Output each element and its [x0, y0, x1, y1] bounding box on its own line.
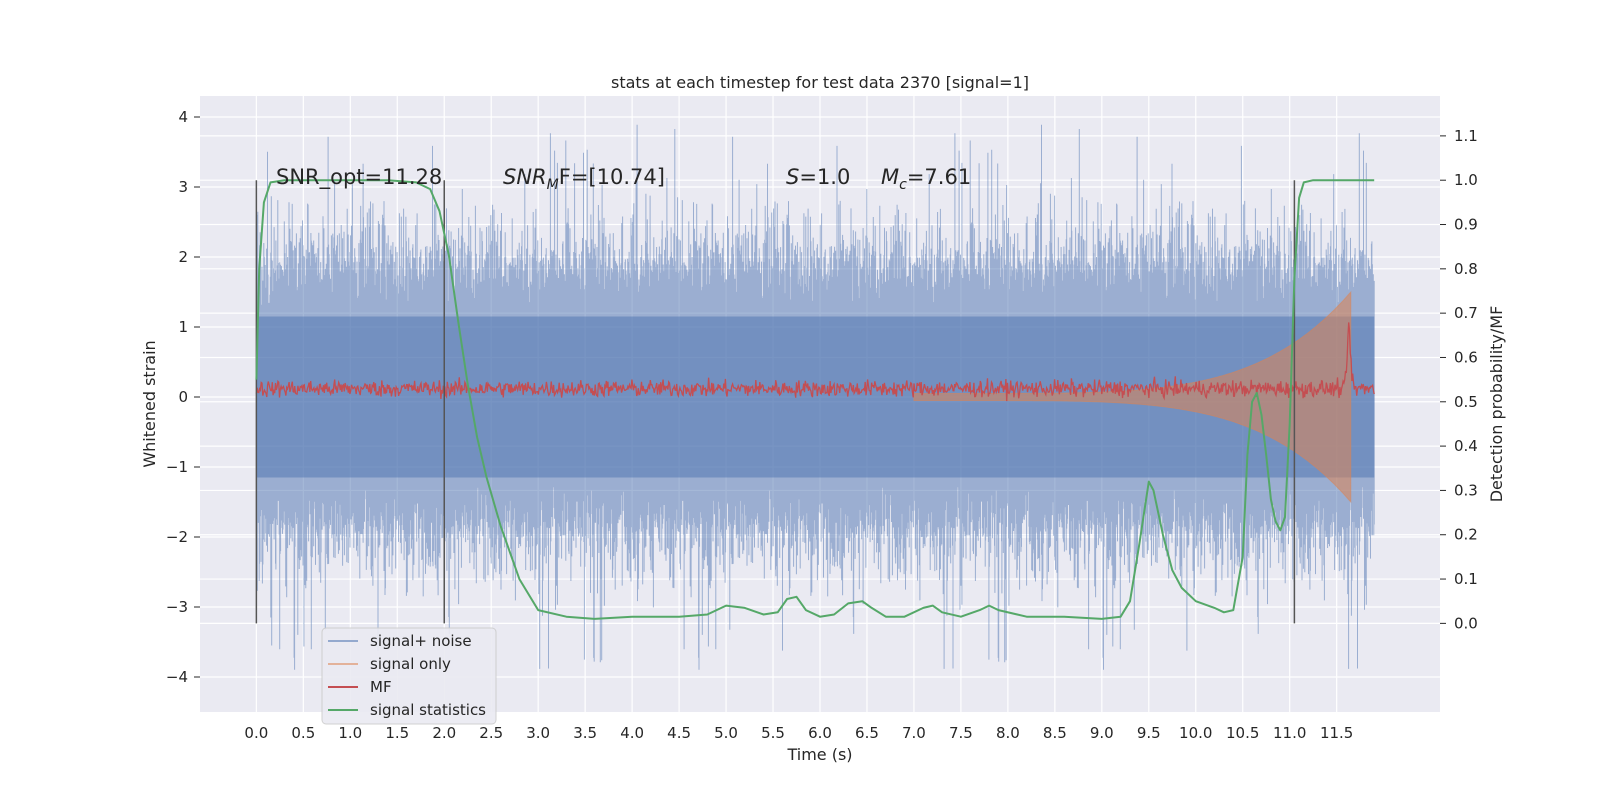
x-tick-label: 10.0 [1179, 724, 1212, 742]
x-tick-label: 2.5 [479, 724, 503, 742]
x-tick-label: 1.5 [385, 724, 409, 742]
y2-tick-label: 0.5 [1454, 393, 1478, 411]
y-tick-label: −1 [166, 458, 188, 476]
x-axis-label: Time (s) [786, 745, 852, 764]
y-tick-labels: 4 3 2 1 0 −1 −2 −3 −4 [166, 108, 200, 686]
x-tick-labels: 0.0 0.5 1.0 1.5 2.0 2.5 3.0 3.5 4.0 4.5 5.0 5.5 6.0 6… [244, 724, 1353, 742]
legend-label-signal-noise: signal+ noise [370, 632, 472, 650]
annotation-snr-mf-rest: F=[10.74] [559, 165, 665, 189]
mf-series [255, 322, 1375, 402]
y-tick-label: 4 [178, 108, 188, 126]
annotation-snr-mf-main: SNR [503, 165, 547, 189]
y2-tick-label: 0.9 [1454, 216, 1478, 234]
y2-tick-label: 1.1 [1454, 127, 1478, 145]
annotation-mc: Mc=7.61 [881, 165, 971, 193]
vertical-markers [255, 180, 1296, 624]
annotation-mc-sub: c [899, 177, 907, 193]
x-tick-label: 10.5 [1226, 724, 1259, 742]
x-tick-label: 5.0 [714, 724, 738, 742]
x-tick-label: 9.5 [1137, 724, 1161, 742]
y-tick-label: −3 [166, 598, 188, 616]
y2-tick-label: 1.0 [1454, 171, 1478, 189]
y-tick-label: 2 [178, 248, 188, 266]
signal-statistics-series [255, 179, 1375, 620]
y2-tick-label: 0.0 [1454, 614, 1478, 632]
y2-axis-label: Detection probability/MF [1487, 306, 1506, 503]
x-tick-label: 1.0 [338, 724, 362, 742]
y2-tick-label: 0.2 [1454, 526, 1478, 544]
legend-box [321, 627, 497, 725]
y2-tick-label: 0.7 [1454, 304, 1478, 322]
y2-tick-labels: 1.1 1.0 0.9 0.8 0.7 0.6 0.5 0.4 0.3 0.2 0.1 0.0 [1440, 127, 1478, 632]
x-tick-label: 4.0 [620, 724, 644, 742]
y-tick-label: −2 [166, 528, 188, 546]
x-tick-label: 7.5 [949, 724, 973, 742]
y-tick-label: 3 [178, 178, 188, 196]
x-tick-label: 7.0 [902, 724, 926, 742]
annotation-mc-main: M [881, 165, 899, 189]
legend-label-signal-statistics: signal statistics [370, 701, 486, 719]
signal-statistics-line [255, 179, 1375, 620]
x-tick-label: 3.5 [573, 724, 597, 742]
x-tick-label: 0.5 [291, 724, 315, 742]
annotation-s-rest: =1.0 [799, 165, 850, 189]
x-tick-label: 5.5 [761, 724, 785, 742]
x-tick-label: 0.0 [244, 724, 268, 742]
legend: signal+ noise signal only MF signal stat… [321, 627, 497, 725]
x-tick-label: 3.0 [526, 724, 550, 742]
annotation-snr-mf-sub: M [547, 177, 559, 193]
legend-label-mf: MF [370, 678, 392, 696]
x-tick-label: 9.0 [1090, 724, 1114, 742]
y2-tick-label: 0.4 [1454, 437, 1478, 455]
y-tick-label: 0 [178, 388, 188, 406]
annotation-mc-rest: =7.61 [907, 165, 971, 189]
x-tick-label: 8.5 [1043, 724, 1067, 742]
annotation-snr-mf: SNRMF=[10.74] [503, 165, 665, 193]
y-axis-label: Whitened strain [140, 340, 159, 467]
x-tick-label: 4.5 [667, 724, 691, 742]
x-tick-label: 2.0 [432, 724, 456, 742]
y-tick-label: −4 [166, 668, 188, 686]
y2-tick-label: 0.8 [1454, 260, 1478, 278]
y2-tick-label: 0.3 [1454, 481, 1478, 499]
legend-label-signal-only: signal only [370, 655, 451, 673]
annotation-s: S=1.0 [786, 165, 850, 189]
annotation-snr-opt: SNR_opt=11.28 [276, 165, 442, 190]
signal-only-series [913, 290, 1352, 504]
signal-only-envelope [913, 290, 1352, 504]
x-tick-label: 11.0 [1273, 724, 1306, 742]
annotation-s-main: S [786, 165, 799, 189]
y2-tick-label: 0.1 [1454, 570, 1478, 588]
y-tick-label: 1 [178, 318, 188, 336]
x-tick-label: 6.0 [808, 724, 832, 742]
x-tick-label: 8.0 [996, 724, 1020, 742]
y2-tick-label: 0.6 [1454, 348, 1478, 366]
mf-line [255, 322, 1375, 402]
chart-title: stats at each timestep for test data 237… [611, 73, 1029, 92]
x-tick-label: 6.5 [855, 724, 879, 742]
x-tick-label: 11.5 [1320, 724, 1353, 742]
